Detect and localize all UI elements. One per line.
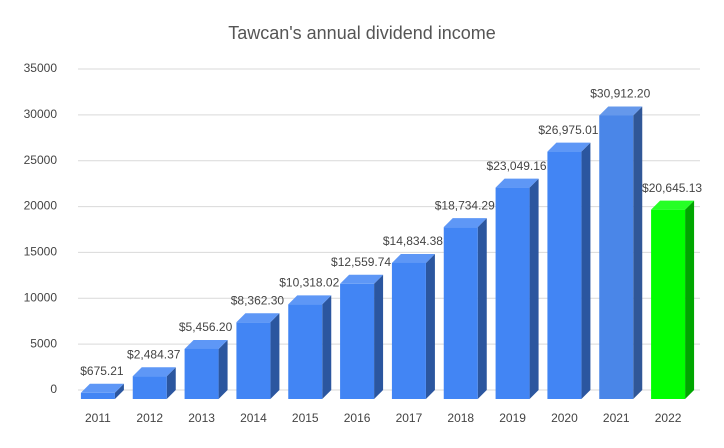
bar-top [80, 383, 124, 393]
x-tick-label: 2012 [136, 411, 163, 425]
bar-top [132, 367, 176, 377]
bar-side [322, 295, 332, 399]
bar [599, 115, 634, 399]
bar-top [495, 178, 539, 188]
y-tick-label: 15000 [24, 245, 58, 259]
chart-title: Tawcan's annual dividend income [228, 23, 496, 43]
value-label: $26,975.01 [538, 123, 598, 137]
bar-side [633, 106, 643, 399]
value-label: $30,912.20 [590, 87, 650, 101]
value-label: $675.21 [80, 364, 124, 378]
bar [391, 262, 426, 399]
bar-top [391, 253, 435, 263]
bar-side [166, 367, 176, 399]
bar-top [443, 218, 487, 228]
bar-top [184, 339, 228, 349]
bar-side [218, 339, 228, 399]
bar-top [599, 106, 643, 116]
y-tick-label: 10000 [24, 290, 58, 304]
x-tick-label: 2019 [499, 411, 526, 425]
value-label: $18,734.29 [435, 198, 495, 212]
bar-side [374, 274, 384, 399]
x-tick-label: 2014 [240, 411, 267, 425]
bar-side [685, 200, 695, 399]
bar-top [340, 274, 384, 284]
bar [443, 227, 478, 399]
bar [651, 209, 686, 399]
bar-side [529, 178, 539, 399]
x-tick-label: 2017 [396, 411, 423, 425]
x-tick-label: 2013 [188, 411, 215, 425]
y-tick-label: 0 [50, 382, 57, 396]
bar [340, 283, 375, 399]
y-tick-label: 5000 [30, 336, 57, 350]
x-tick-label: 2022 [655, 411, 682, 425]
bar [132, 376, 167, 399]
y-tick-label: 25000 [24, 153, 58, 167]
x-tick-label: 2018 [447, 411, 474, 425]
y-tick-label: 20000 [24, 199, 58, 213]
bar [495, 187, 530, 399]
bar [80, 392, 115, 399]
bar-top [547, 142, 591, 152]
bar-side [477, 218, 487, 399]
value-label: $20,645.13 [642, 181, 702, 195]
bar-side [114, 383, 124, 399]
x-tick-label: 2016 [344, 411, 371, 425]
x-tick-label: 2020 [551, 411, 578, 425]
value-label: $23,049.16 [487, 159, 547, 173]
value-label: $8,362.30 [231, 293, 285, 307]
bar [236, 322, 271, 399]
bar [184, 348, 219, 399]
bar-top [288, 295, 332, 305]
x-tick-label: 2011 [85, 411, 111, 425]
value-label: $14,834.38 [383, 234, 443, 248]
bar-side [425, 253, 435, 399]
value-label: $10,318.02 [279, 276, 339, 290]
x-tick-label: 2021 [603, 411, 630, 425]
bar-top [236, 313, 280, 323]
value-label: $12,559.74 [331, 255, 391, 269]
value-label: $5,456.20 [179, 320, 233, 334]
bar-side [270, 313, 280, 399]
y-tick-label: 35000 [24, 61, 58, 75]
y-tick-label: 30000 [24, 107, 58, 121]
x-tick-label: 2015 [292, 411, 319, 425]
bar [288, 304, 323, 399]
bar [547, 151, 582, 399]
bar-side [581, 142, 591, 399]
bar-top [651, 200, 695, 210]
value-label: $2,484.37 [127, 347, 181, 361]
